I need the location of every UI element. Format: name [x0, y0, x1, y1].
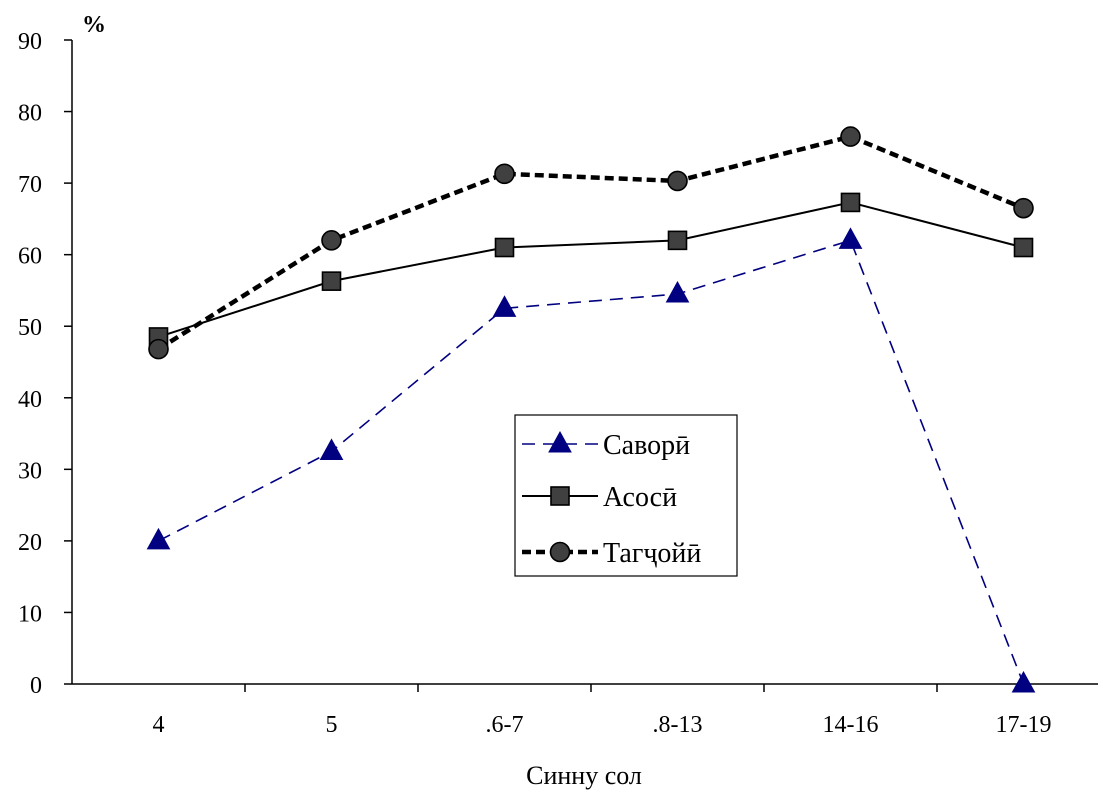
legend-label: Саворӣ: [603, 430, 690, 461]
legend: Саворӣ Асосӣ Тагҷойӣ: [514, 414, 738, 577]
data-point-triangle: [838, 227, 863, 249]
data-point-square: [1013, 237, 1034, 258]
data-point-triangle: [665, 280, 690, 303]
data-point-triangle: [492, 295, 517, 317]
data-point-triangle: [1011, 670, 1036, 693]
x-tick-label: 5: [326, 712, 338, 738]
x-axis-title: Синну сол: [526, 761, 642, 790]
x-tick-label: 4: [153, 712, 165, 738]
y-tick-label: 20: [18, 530, 42, 556]
data-point-triangle: [146, 527, 171, 550]
legend-marker-circle: [549, 541, 571, 563]
legend-items: Саворӣ Асосӣ Тагҷойӣ: [522, 430, 701, 569]
legend-marker-square: [550, 486, 570, 506]
series-1: [146, 227, 1036, 693]
x-tick-label: 14-16: [823, 712, 879, 738]
data-point-square: [321, 271, 342, 291]
series-3: [148, 126, 1034, 360]
legend-item: Асосӣ: [522, 482, 677, 513]
x-tick-label: 17-19: [996, 712, 1052, 738]
x-tick-label: .8-13: [653, 712, 703, 738]
series-line: [157, 134, 1025, 352]
x-tick-label: .6-7: [486, 712, 524, 738]
y-tick-label: 50: [18, 315, 42, 341]
x-axis-ticks: 4 5 .6-7 .8-13 14-16 17-19: [153, 684, 1052, 738]
legend-item: Саворӣ: [522, 430, 690, 461]
data-point-square: [840, 192, 861, 213]
series-line: [158, 201, 1024, 338]
legend-item: Тагҷойӣ: [522, 538, 701, 569]
data-point-square: [494, 237, 515, 258]
legend-marker-triangle: [548, 430, 572, 453]
data-point-square: [667, 230, 688, 251]
series-line: [158, 239, 1025, 685]
data-point-circle: [667, 170, 688, 192]
data-point-circle: [1013, 197, 1034, 219]
data-point-circle: [494, 163, 515, 185]
y-tick-label: 0: [30, 673, 42, 699]
axes: 0 10 20 30 40 50 60 70 80 90 4 5 .6-7 .8-13 14-16 17-1…: [18, 29, 1098, 738]
data-point-circle: [148, 338, 169, 360]
legend-label: Тагҷойӣ: [603, 538, 701, 569]
y-unit-label: %: [82, 12, 106, 38]
data-point-triangle: [319, 438, 344, 460]
y-tick-label: 10: [18, 601, 42, 627]
legend-label: Асосӣ: [603, 482, 677, 513]
y-tick-label: 40: [18, 387, 42, 413]
y-tick-label: 90: [18, 29, 42, 55]
y-tick-label: 80: [18, 101, 42, 127]
y-tick-label: 60: [18, 244, 42, 270]
plot-area: [146, 126, 1036, 693]
series-2: [148, 192, 1034, 347]
data-point-circle: [321, 230, 342, 251]
y-tick-label: 30: [18, 458, 42, 484]
y-axis-ticks: 0 10 20 30 40 50 60 70 80 90: [18, 29, 72, 699]
data-point-circle: [840, 126, 861, 147]
y-tick-label: 70: [18, 172, 42, 198]
